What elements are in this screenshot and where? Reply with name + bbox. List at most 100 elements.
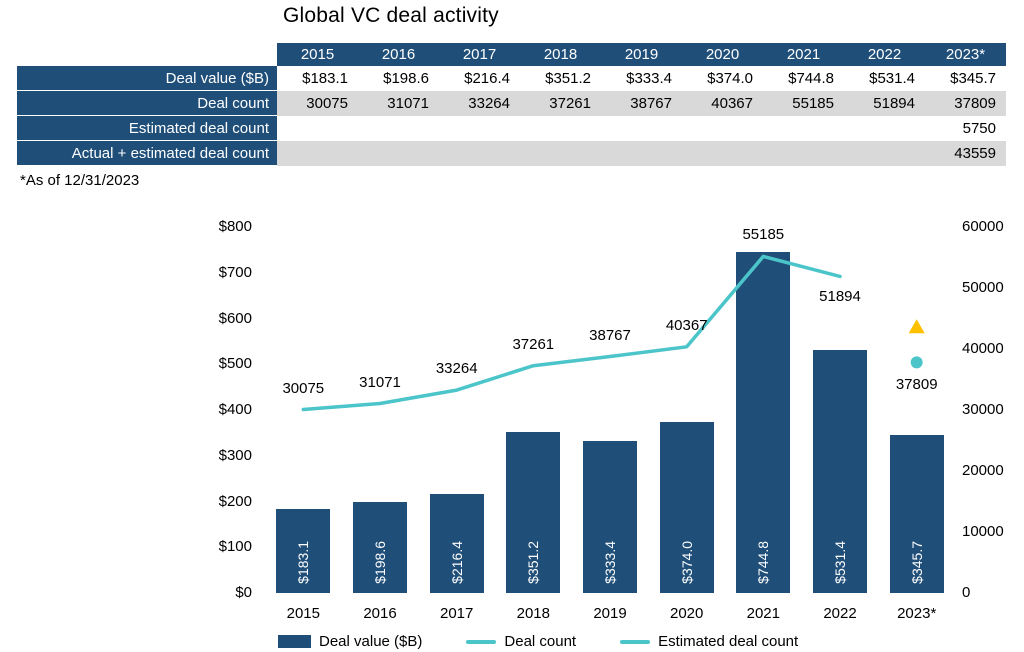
table-cell: 33264 [439,91,520,116]
deal-count-label: 38767 [589,326,631,344]
table-cell [439,141,520,166]
table-cell: 30075 [277,91,358,116]
year-header-cell: 2017 [439,43,520,66]
table-cell [682,141,763,166]
legend-item: Estimated deal count [620,633,798,650]
row-label: Actual + estimated deal count [17,141,277,166]
table-cell: $351.2 [520,66,601,91]
table-cell [601,116,682,141]
row-label: Deal count [17,91,277,116]
x-axis-label: 2016 [363,605,397,622]
table-cell [358,116,439,141]
legend-label: Deal count [504,633,577,650]
year-header-cell: 2018 [520,43,601,66]
year-header-cell: 2016 [358,43,439,66]
right-axis: 0 10000 20000 30000 40000 50000 60000 [962,218,1024,601]
line-swatch-icon [620,639,651,644]
x-axis-label: 2020 [670,605,704,622]
deal-count-label: 55185 [742,226,785,244]
year-header-cell: 2023* [925,43,1006,66]
deal-count-label: 37809 [895,376,938,394]
row-label: Deal value ($B) [17,66,277,91]
year-header-cell: 2021 [763,43,844,66]
deal-count-label: 33264 [435,360,478,378]
x-axis-label: 2018 [516,605,550,622]
left-axis-tick: $200 [218,492,252,510]
table-cell: 37809 [925,91,1006,116]
left-axis-tick: $800 [218,218,252,235]
deal-value-bar: $744.8 [736,252,791,593]
deal-count-label: 37261 [512,335,555,353]
line-layer [301,254,925,412]
bar-swatch-icon [278,635,311,648]
deal-count-label: 40367 [665,316,708,334]
table-cell: 51894 [844,91,925,116]
x-axis-label: 2017 [440,605,474,622]
right-axis-tick: 40000 [962,340,1004,357]
right-axis-tick: 60000 [962,218,1004,235]
year-header-cell: 2022 [844,43,925,66]
left-axis-tick: $100 [218,538,252,556]
x-axis: 2015 2016 2017 2018 2019 2020 2021 2022 2023* [265,605,955,625]
table-cell: $345.7 [925,66,1006,91]
table-cell [844,116,925,141]
table-cell: 5750 [925,116,1006,141]
legend-label: Estimated deal count [658,633,799,650]
table-cell: 40367 [682,91,763,116]
deal-value-bar: $531.4 [813,349,867,593]
year-header-cell: 2015 [277,43,358,66]
deal-value-bar: $198.6 [353,502,407,593]
deal-count-label: 51894 [819,288,861,306]
left-axis-tick: $0 [235,584,252,601]
left-axis-tick: $700 [218,263,252,281]
deal-table: 2015 2016 2017 2018 2019 2020 2021 2022 2023* Dea… [17,43,1006,166]
row-label: Estimated deal count [17,116,277,141]
deal-count-2023-dot-icon [910,356,923,369]
table-cell: 37261 [520,91,601,116]
legend-label: Deal value ($B) [319,633,423,650]
table-cell: 31071 [358,91,439,116]
deal-value-bar: $345.7 [889,434,944,593]
table-corner [17,43,277,66]
footnote: *As of 12/31/2023 [20,172,140,189]
table-cell [844,141,925,166]
table-cell: $198.6 [358,66,439,91]
table-cell: $374.0 [682,66,763,91]
estimated-deal-count-triangle-icon [908,319,925,334]
table-cell [601,141,682,166]
table-cell: 38767 [601,91,682,116]
left-axis: $0 $100 $200 $300 $400 $500 $600 $700 $800 [188,218,252,601]
year-header-cell: 2020 [682,43,763,66]
deal-count-line [301,254,842,412]
table-cell: $531.4 [844,66,925,91]
table-cell [763,141,844,166]
table-cell: $333.4 [601,66,682,91]
deal-value-bar: $216.4 [429,494,484,593]
table-cell: 43559 [925,141,1006,166]
line-swatch-icon [466,639,497,644]
table-cell: $183.1 [277,66,358,91]
deal-value-bar: $183.1 [276,509,331,593]
left-axis-tick: $400 [218,401,252,418]
right-axis-tick: 20000 [962,462,1004,479]
right-axis-tick: 0 [962,584,971,601]
page-title: Global VC deal activity [283,4,499,27]
legend-item: Deal value ($B) [278,633,422,650]
table-cell: $216.4 [439,66,520,91]
chart-legend: Deal value ($B) Deal count Estimated deal … [278,633,798,650]
deal-value-bar: $351.2 [506,432,561,593]
table-cell [763,116,844,141]
right-axis-tick: 30000 [962,401,1004,418]
right-axis-tick: 50000 [962,279,1004,296]
table-cell [682,116,763,141]
x-axis-label: 2023* [897,605,937,622]
table-cell [277,141,358,166]
right-axis-tick: 10000 [962,523,1004,540]
x-axis-label: 2015 [286,605,320,622]
table-cell: 55185 [763,91,844,116]
left-axis-tick: $500 [218,355,252,373]
deal-count-label: 31071 [359,373,401,391]
legend-item: Deal count [466,633,576,650]
deal-value-bar: $333.4 [583,440,637,593]
plot-area: $183.1 $198.6 $216.4 $351.2 $333.4 $374.0 $744… [265,226,955,593]
